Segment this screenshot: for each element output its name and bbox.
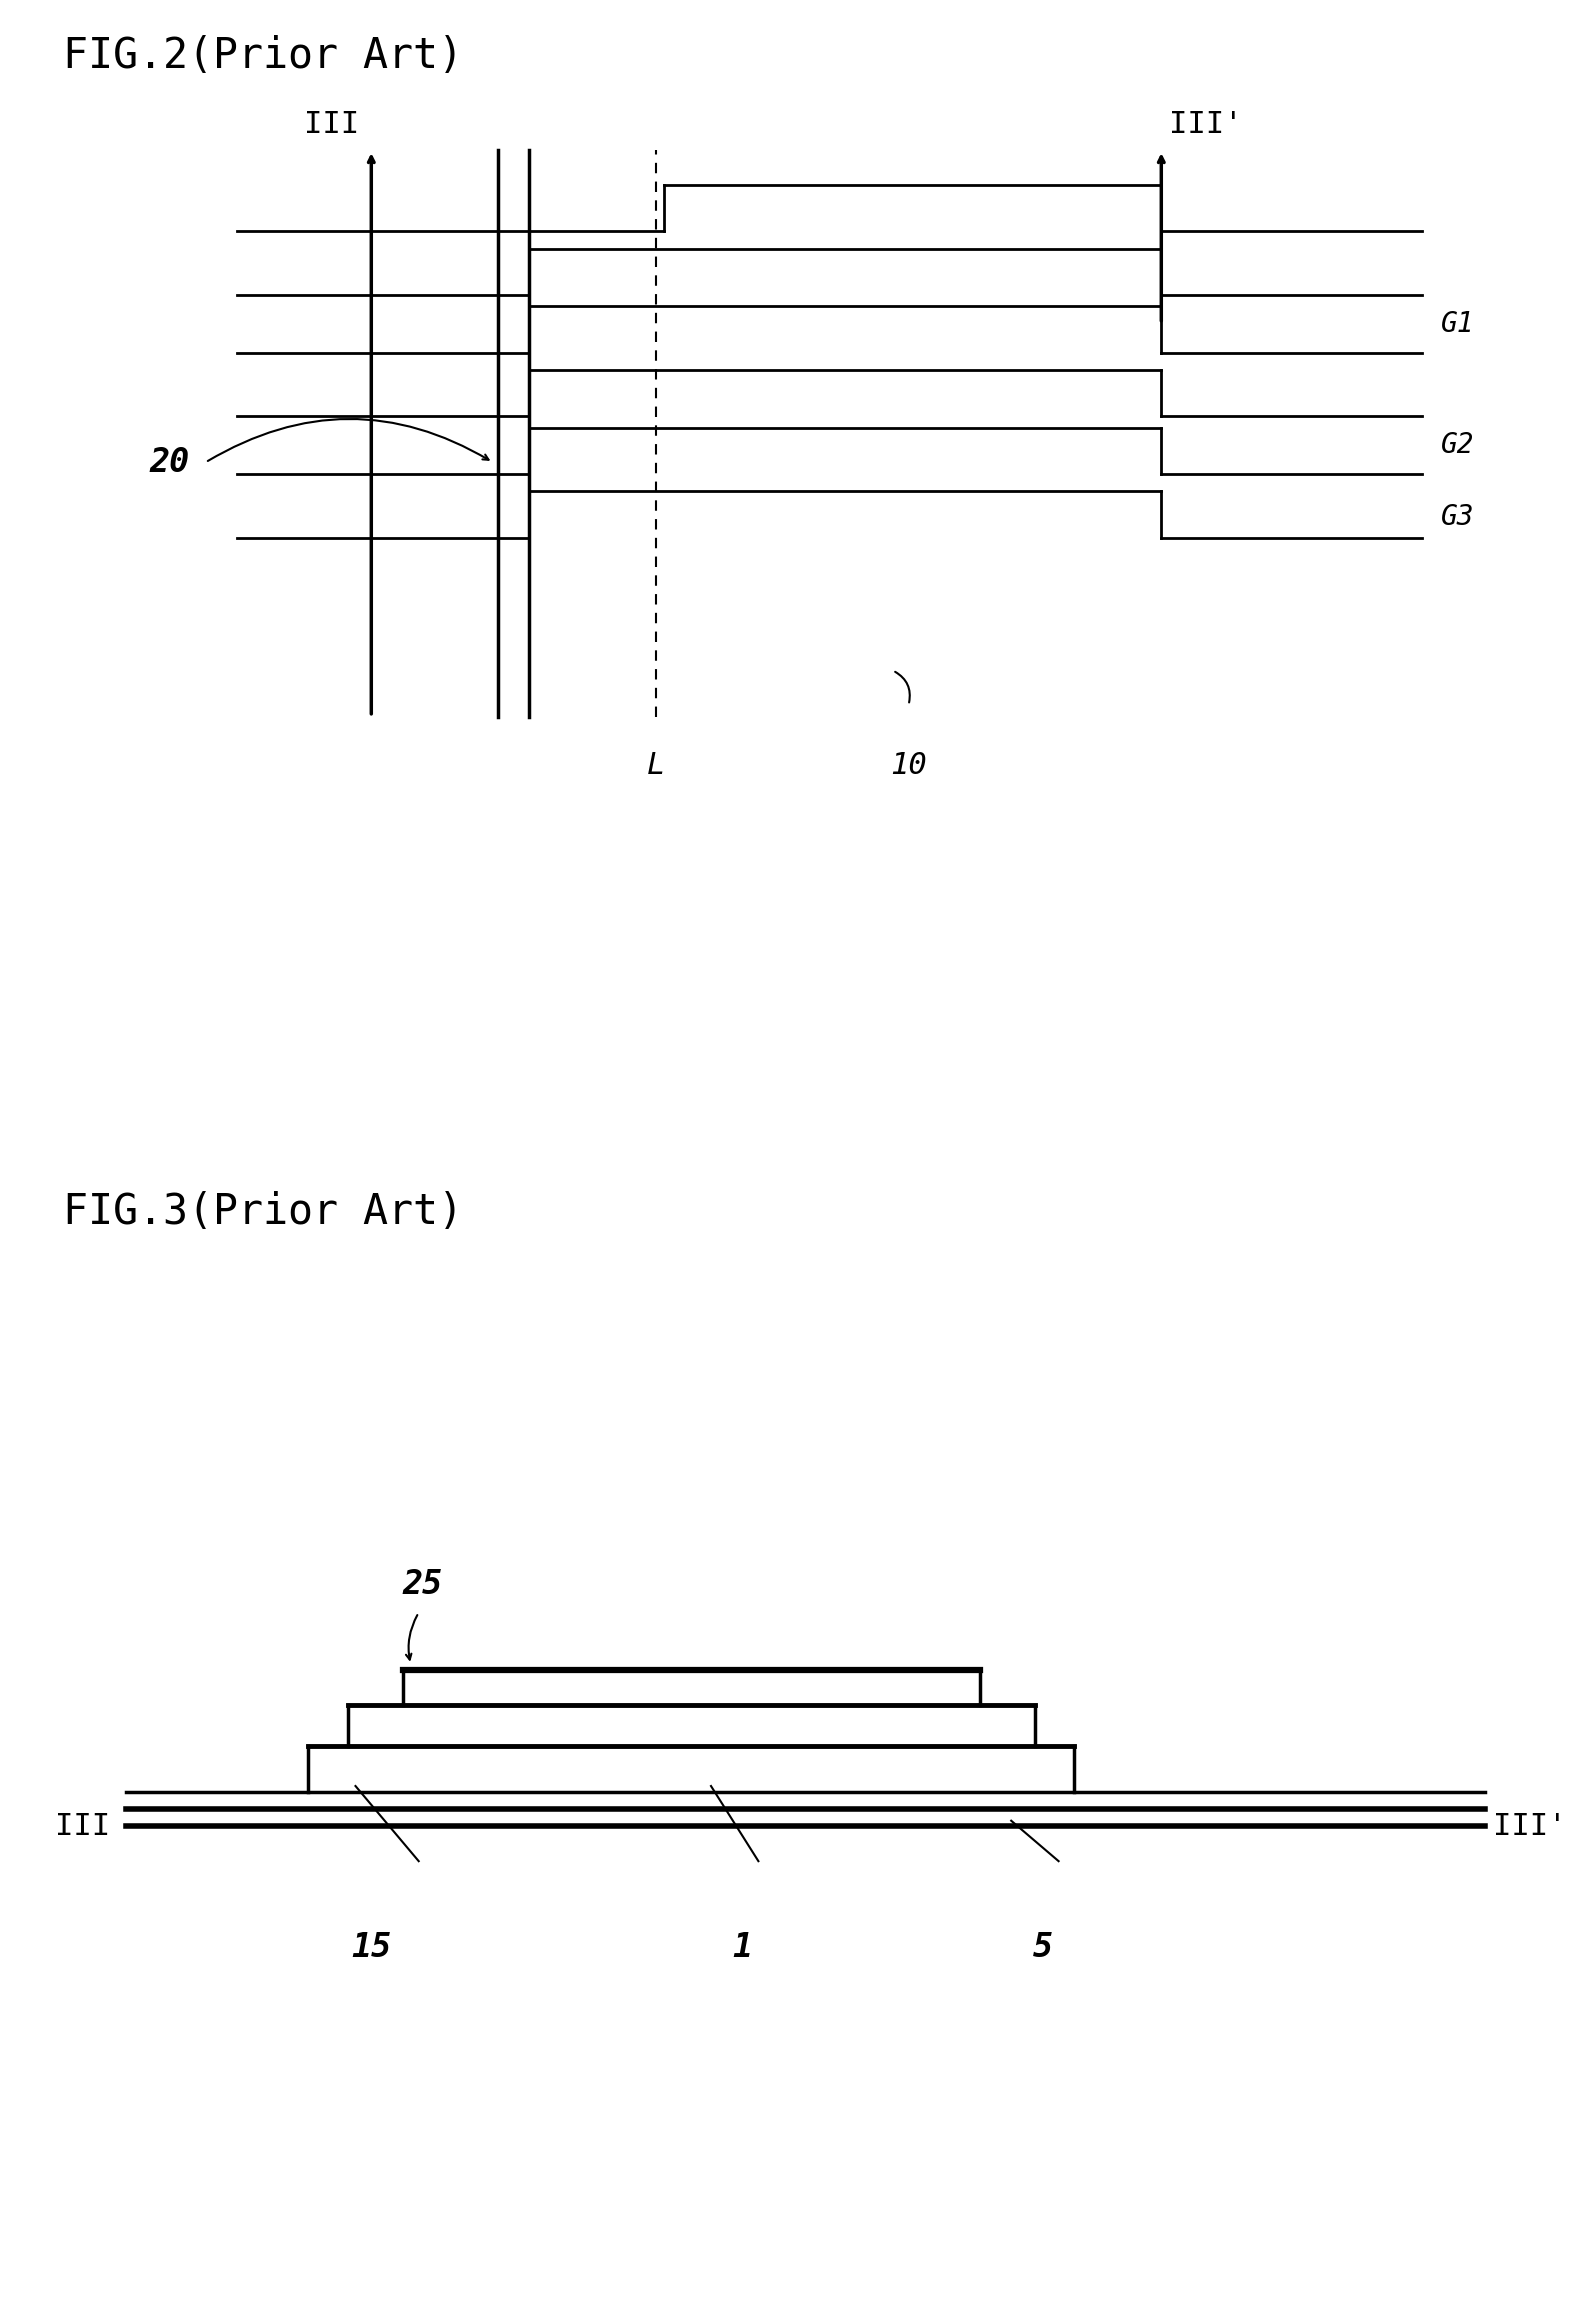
Text: 10: 10 (890, 751, 927, 781)
Text: L: L (646, 751, 665, 781)
Text: 1: 1 (733, 1931, 752, 1963)
Text: 5: 5 (1033, 1931, 1052, 1963)
Text: G1: G1 (1441, 310, 1474, 338)
Text: III: III (55, 1813, 111, 1840)
Text: G2: G2 (1441, 430, 1474, 460)
Text: III': III' (1169, 109, 1243, 139)
Text: FIG.2(Prior Art): FIG.2(Prior Art) (63, 35, 463, 76)
Text: G3: G3 (1441, 504, 1474, 532)
Text: 15: 15 (351, 1931, 392, 1963)
Text: III': III' (1493, 1813, 1567, 1840)
Text: III: III (305, 109, 359, 139)
Text: FIG.3(Prior Art): FIG.3(Prior Art) (63, 1191, 463, 1232)
Text: 25: 25 (403, 1568, 442, 1600)
Text: 20: 20 (150, 446, 190, 479)
